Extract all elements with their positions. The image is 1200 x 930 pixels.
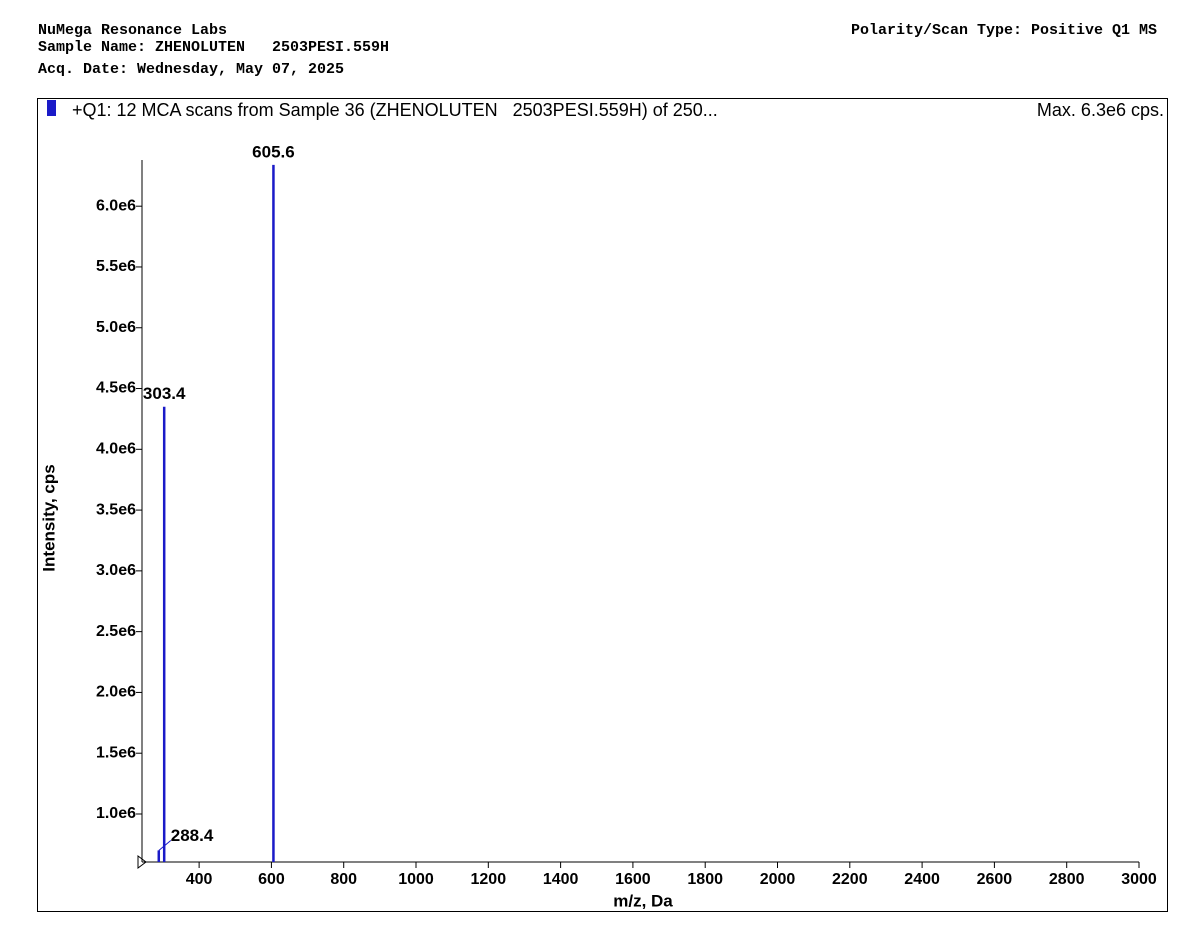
legend-swatch — [47, 100, 56, 116]
x-tick-label: 1600 — [615, 871, 651, 888]
x-axis-label: m/z, Da — [613, 891, 673, 910]
x-tick-label: 1000 — [398, 871, 434, 888]
x-tick-label: 800 — [330, 871, 357, 888]
y-tick-label: 1.5e6 — [96, 744, 136, 761]
y-tick-label: 1.0e6 — [96, 805, 136, 822]
x-tick-label: 3000 — [1121, 871, 1157, 888]
y-tick-label: 6.0e6 — [96, 197, 136, 214]
y-tick-label: 4.0e6 — [96, 441, 136, 458]
y-axis-label: Intensity, cps — [39, 464, 58, 571]
x-tick-label: 2400 — [904, 871, 940, 888]
max-label: Max. 6.3e6 cps. — [1037, 100, 1164, 120]
y-tick-label: 2.5e6 — [96, 623, 136, 640]
sample-name: Sample Name: ZHENOLUTEN 2503PESI.559H — [38, 39, 389, 56]
x-tick-label: 600 — [258, 871, 285, 888]
peak-label: 303.4 — [143, 384, 186, 403]
y-tick-label: 3.0e6 — [96, 562, 136, 579]
x-tick-label: 2600 — [977, 871, 1013, 888]
x-tick-label: 400 — [186, 871, 213, 888]
lab-name: NuMega Resonance Labs — [38, 22, 227, 39]
peak-label: 288.4 — [171, 826, 214, 845]
x-tick-label: 2200 — [832, 871, 868, 888]
y-tick-label: 2.0e6 — [96, 684, 136, 701]
x-tick-label: 1200 — [471, 871, 507, 888]
plot-frame — [37, 98, 1168, 912]
peak-label: 605.6 — [252, 142, 295, 161]
polarity: Polarity/Scan Type: Positive Q1 MS — [851, 22, 1157, 39]
acq-date: Acq. Date: Wednesday, May 07, 2025 — [38, 61, 344, 78]
y-tick-label: 5.5e6 — [96, 258, 136, 275]
x-tick-label: 1400 — [543, 871, 579, 888]
x-tick-label: 1800 — [687, 871, 723, 888]
y-tick-label: 4.5e6 — [96, 380, 136, 397]
chart-title: +Q1: 12 MCA scans from Sample 36 (ZHENOL… — [72, 100, 718, 120]
x-tick-label: 2000 — [760, 871, 796, 888]
x-tick-label: 2800 — [1049, 871, 1085, 888]
y-tick-label: 3.5e6 — [96, 501, 136, 518]
y-tick-label: 5.0e6 — [96, 319, 136, 336]
